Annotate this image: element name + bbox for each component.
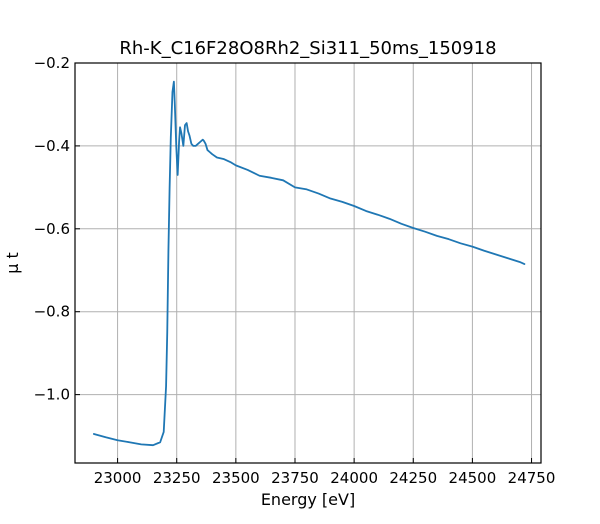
x-tick-label: 23750 (271, 469, 319, 487)
grid-lines (75, 62, 541, 463)
y-axis-title: μ t (3, 252, 22, 274)
y-tick-label: −0.2 (34, 54, 70, 72)
y-tick-label: −0.4 (34, 137, 70, 155)
x-axis-title: Energy [eV] (261, 490, 355, 509)
plot-frame (74, 62, 542, 464)
chart-title: Rh-K_C16F28O8Rh2_Si311_50ms_150918 (119, 38, 496, 59)
x-tick-label: 24250 (389, 469, 437, 487)
x-tick-label: 23000 (94, 469, 142, 487)
x-tick-label: 24500 (449, 469, 497, 487)
series-line (93, 80, 526, 447)
y-tick-label: −0.8 (34, 303, 70, 321)
x-tick-label: 24000 (330, 469, 378, 487)
x-tick-label: 23500 (212, 469, 260, 487)
x-tick-label: 24750 (508, 469, 556, 487)
y-tick-label: −0.6 (34, 220, 70, 238)
axis-ticks: 23000 23250 23500 23750 24000 24250 24500 24750… (34, 54, 556, 487)
y-tick-label: −1.0 (34, 386, 70, 404)
x-tick-label: 23250 (153, 469, 201, 487)
data-series (93, 80, 526, 447)
